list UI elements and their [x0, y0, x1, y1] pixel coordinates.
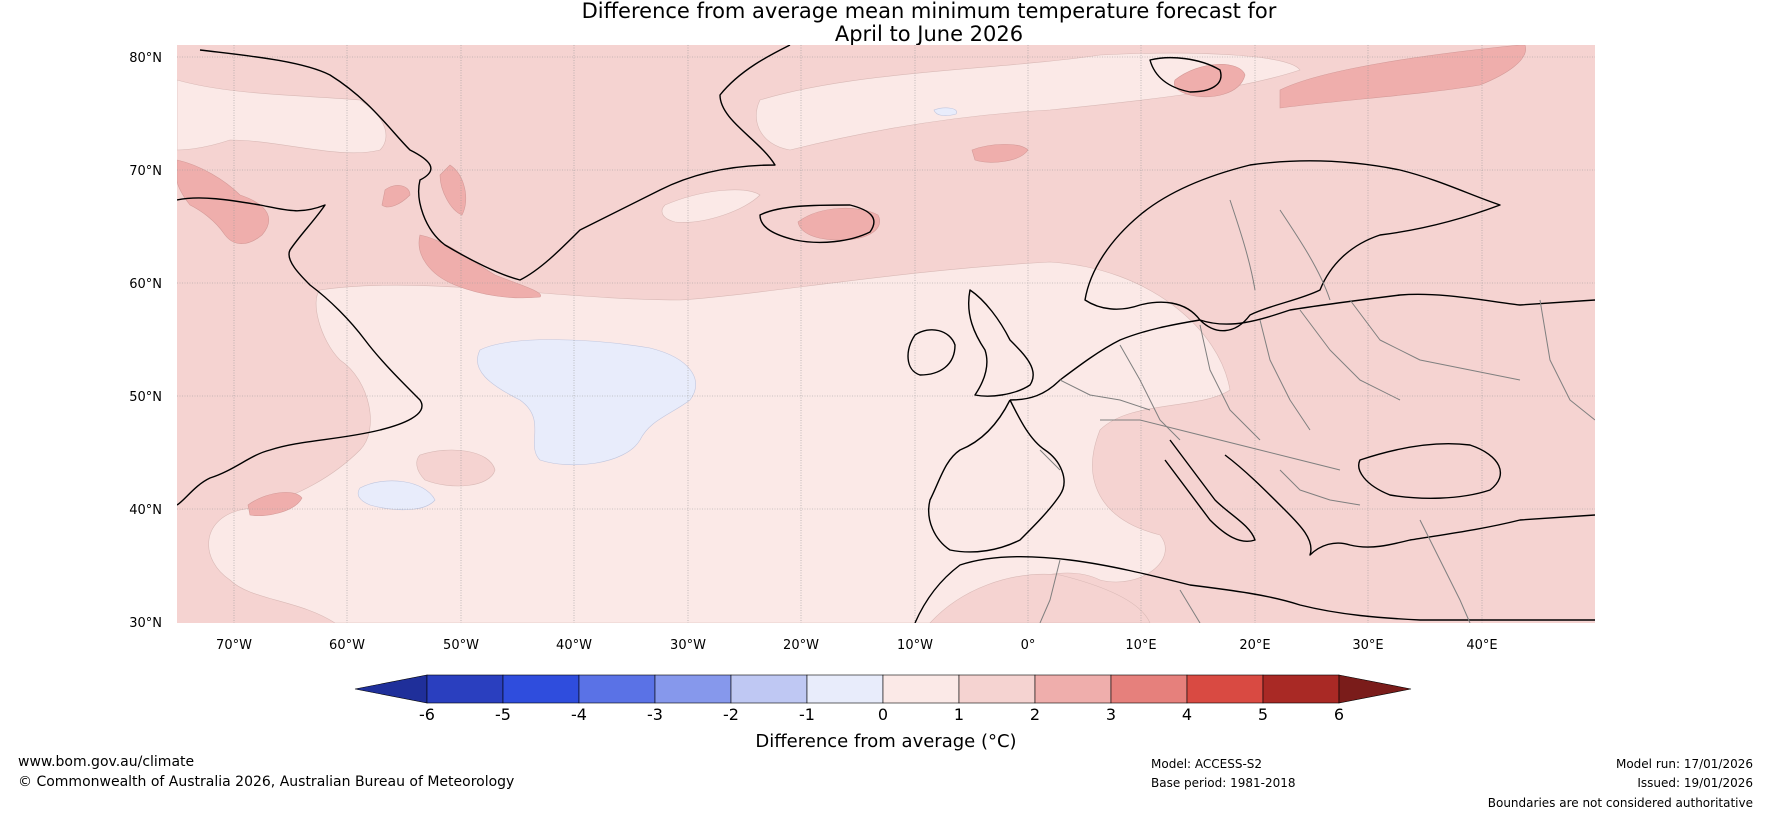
anomaly-region-1-2-pocket [416, 449, 496, 487]
colorbar-tick-label: -1 [799, 705, 815, 724]
colorbar-extend-low [354, 674, 428, 704]
lon-label: 40°W [556, 638, 592, 653]
anomaly-region-1-2-med [929, 573, 1151, 623]
coastlines [177, 45, 1595, 623]
iceland-coastline [759, 204, 875, 244]
colorbar-tick-label: 0 [878, 705, 888, 724]
lon-label: 10°E [1125, 638, 1156, 653]
colorbar-segment [730, 674, 808, 704]
anomaly-region-0-1-denmark-strait [755, 52, 1301, 151]
north-america-coastline [177, 197, 423, 506]
longitude-labels: 70°W 60°W 50°W 40°W 30°W 20°W 10°W 0° 10… [216, 638, 1498, 653]
footer-disclaimer: Boundaries are not considered authoritat… [1487, 796, 1753, 810]
colorbar-segment [578, 674, 656, 704]
footer-base-period: Base period: 1981-2018 [1151, 776, 1296, 790]
map-plot-area [177, 45, 1595, 623]
colorbar-segment [1262, 674, 1340, 704]
lat-label: 50°N [129, 390, 162, 405]
lon-label: 0° [1021, 638, 1036, 653]
anomaly-region-2-3-small-west [381, 185, 411, 208]
anomaly-region-2-3-barents [1279, 45, 1526, 109]
lon-label: 30°E [1352, 638, 1383, 653]
lon-label: 20°W [783, 638, 819, 653]
lon-label: 70°W [216, 638, 252, 653]
anomaly-region-below-average-tiny [933, 107, 957, 116]
colorbar-extend-high [1338, 674, 1412, 704]
map-title: Difference from average mean minimum tem… [229, 0, 1629, 46]
footer-model-run: Model run: 17/01/2026 [1615, 757, 1753, 771]
colorbar-tick-label: 3 [1106, 705, 1116, 724]
black-sea-coastline [1358, 442, 1502, 499]
anomaly-region-2-3-svalbard [1173, 64, 1246, 98]
lat-label: 30°N [129, 616, 162, 631]
colorbar-tick-label: -4 [571, 705, 587, 724]
colorbar-tick-label: 4 [1182, 705, 1192, 724]
lon-label: 50°W [443, 638, 479, 653]
colorbar-segment [502, 674, 580, 704]
lat-label: 40°N [129, 503, 162, 518]
anomaly-region-2-3-labrador [177, 159, 270, 244]
colorbar: -6 -5 -4 -3 -2 -1 0 1 2 3 4 5 6 [354, 674, 1412, 724]
lon-label: 10°W [897, 638, 933, 653]
lon-label: 30°W [670, 638, 706, 653]
north-africa-coastline [914, 556, 1595, 623]
greenland-coastline [199, 45, 791, 281]
lat-label: 80°N [129, 51, 162, 66]
colorbar-tick-label: -6 [419, 705, 435, 724]
anomaly-region-0-1-north [177, 79, 387, 154]
footer-copyright: © Commonwealth of Australia 2026, Austra… [18, 774, 515, 790]
title-line-2: April to June 2026 [834, 22, 1024, 46]
colorbar-segment [806, 674, 884, 704]
anomaly-region-0-1-iceland-sw [661, 189, 761, 223]
colorbar-segment [1110, 674, 1188, 704]
lon-label: 40°E [1466, 638, 1497, 653]
colorbar-tick-label: -2 [723, 705, 739, 724]
balkans-coastline [1224, 454, 1595, 556]
svalbard-coastline [1149, 57, 1222, 93]
colorbar-tick-label: -5 [495, 705, 511, 724]
lon-label: 20°E [1239, 638, 1270, 653]
footer-model: Model: ACCESS-S2 [1151, 757, 1263, 771]
colorbar-tick-label: -3 [647, 705, 663, 724]
footer-url: www.bom.gov.au/climate [18, 754, 195, 770]
colorbar-segment [654, 674, 732, 704]
colorbar-segment [1186, 674, 1264, 704]
colorbar-segment [426, 674, 504, 704]
colorbar-segment [958, 674, 1036, 704]
anomaly-region-0-1-atlantic [208, 261, 1231, 623]
colorbar-tick-label: 2 [1030, 705, 1040, 724]
great-britain-coastline [968, 289, 1034, 397]
footer-issued: Issued: 19/01/2026 [1637, 776, 1753, 790]
lon-label: 60°W [329, 638, 365, 653]
iberia-coastline [928, 399, 1065, 553]
latitude-labels: 80°N 70°N 60°N 50°N 40°N 30°N [129, 51, 162, 631]
ireland-coastline [907, 329, 956, 376]
italy-coastline [1164, 439, 1256, 542]
anomaly-region-below-average-small [357, 480, 436, 511]
colorbar-tick-label: 5 [1258, 705, 1268, 724]
colorbar-segment [1034, 674, 1112, 704]
national-boundaries [1039, 199, 1595, 623]
colorbar-tick-label: 6 [1334, 705, 1344, 724]
lat-label: 70°N [129, 164, 162, 179]
title-line-1: Difference from average mean minimum tem… [581, 0, 1277, 23]
anomaly-region-below-average-large [477, 339, 696, 466]
colorbar-tick-label: 1 [954, 705, 964, 724]
anomaly-region-2-3-iceland [797, 207, 880, 241]
lat-label: 60°N [129, 277, 162, 292]
colorbar-segment [882, 674, 960, 704]
anomaly-region-2-3-atlantic-sw [247, 492, 303, 517]
colorbar-label: Difference from average (°C) [755, 731, 1016, 752]
europe-coastline [1009, 293, 1595, 401]
